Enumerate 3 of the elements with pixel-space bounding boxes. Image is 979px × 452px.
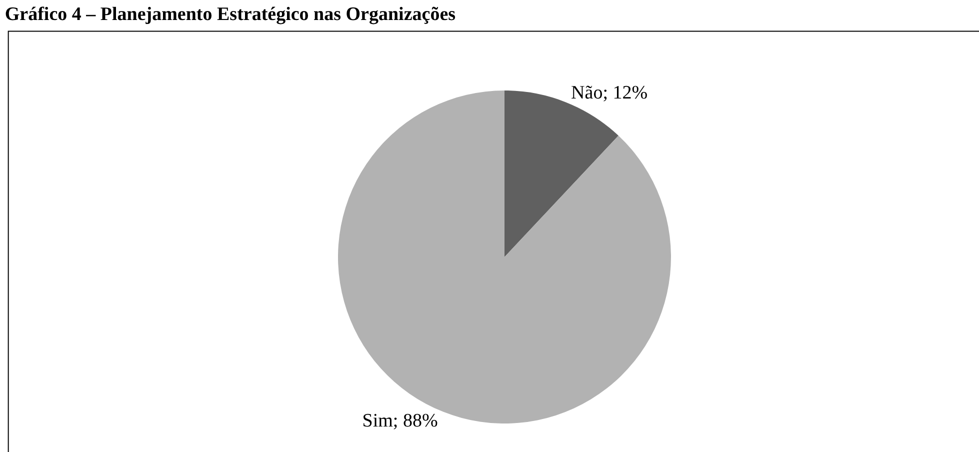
chart-title: Gráfico 4 – Planejamento Estratégico nas Organizações [4,4,456,26]
slice-label: Não; 12% [571,82,648,104]
slice-label: Sim; 88% [362,410,438,432]
